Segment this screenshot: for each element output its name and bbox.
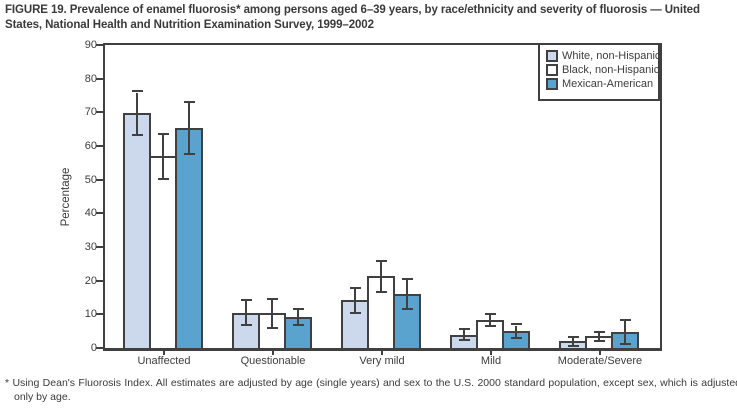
y-tick	[96, 347, 103, 349]
x-tick	[163, 351, 165, 355]
x-category-label: Very mild	[359, 355, 405, 367]
x-category-label: Moderate/Severe	[557, 355, 643, 367]
x-tick	[599, 351, 601, 355]
y-tick-label: 0	[90, 342, 97, 354]
y-tick	[96, 178, 103, 181]
error-bar-cap-top	[458, 328, 470, 330]
y-tick	[96, 111, 103, 114]
bar	[123, 113, 151, 348]
error-bar	[136, 93, 138, 134]
x-tick	[490, 351, 492, 355]
error-bar-cap-top	[510, 323, 522, 325]
error-bar-cap-top	[401, 278, 413, 280]
footnote: * Using Dean's Fluorosis Index. All esti…	[5, 377, 737, 403]
error-bar	[354, 289, 356, 312]
error-bar-cap-top	[349, 287, 361, 289]
legend-swatch	[546, 78, 558, 90]
y-tick-label: 90	[84, 39, 97, 51]
bar	[149, 156, 177, 348]
bar	[175, 128, 203, 348]
legend-label: Mexican-American	[562, 78, 654, 90]
error-bar-cap-top	[292, 308, 304, 310]
error-bar-cap-bottom	[510, 337, 522, 339]
y-tick	[96, 212, 103, 215]
error-bar-cap-bottom	[375, 291, 387, 293]
error-bar-cap-bottom	[131, 134, 143, 136]
error-bar	[489, 315, 491, 325]
error-bar-cap-top	[157, 133, 169, 135]
legend-swatch	[546, 64, 558, 76]
y-tick-label: 60	[84, 140, 97, 152]
error-bar-cap-bottom	[240, 324, 252, 326]
error-bar-cap-bottom	[567, 345, 579, 347]
y-tick	[96, 145, 103, 147]
error-bar-cap-bottom	[292, 324, 304, 326]
error-bar	[463, 330, 465, 339]
error-bar	[245, 301, 247, 324]
legend-label: White, non-Hispanic	[562, 50, 661, 62]
error-bar	[188, 102, 190, 153]
y-tick-label: 40	[84, 207, 97, 220]
legend-item: White, non-Hispanic	[546, 50, 661, 62]
x-tick	[381, 351, 383, 355]
y-tick-label: 50	[84, 173, 97, 186]
y-tick-label: 10	[84, 308, 97, 321]
error-bar-cap-top	[375, 260, 387, 262]
error-bar-cap-bottom	[183, 153, 195, 155]
error-bar-cap-top	[240, 299, 252, 301]
x-category-label: Unaffected	[137, 355, 191, 367]
legend-item: Black, non-Hispanic	[546, 64, 660, 76]
legend: White, non-Hispanic Black, non-Hispanic Me…	[538, 43, 660, 101]
x-category-label: Questionable	[240, 355, 306, 367]
error-bar-cap-top	[567, 336, 579, 338]
y-tick-label: 20	[84, 274, 97, 287]
error-bar-cap-bottom	[349, 312, 361, 314]
error-bar-cap-bottom	[484, 325, 496, 327]
error-bar-cap-bottom	[157, 178, 169, 180]
y-tick	[96, 246, 103, 248]
legend-swatch	[546, 50, 558, 62]
error-bar	[380, 262, 382, 291]
y-tick	[96, 77, 103, 80]
y-tick-label: 80	[84, 72, 97, 85]
error-bar-cap-top	[619, 319, 631, 321]
y-tick	[96, 279, 103, 282]
legend-label: Black, non-Hispanic	[562, 64, 660, 76]
y-tick	[96, 44, 103, 46]
legend-item: Mexican-American	[546, 78, 658, 90]
error-bar-cap-bottom	[401, 308, 413, 310]
error-bar	[297, 310, 299, 324]
error-bar	[406, 280, 408, 308]
error-bar-cap-top	[593, 331, 605, 333]
y-tick-label: 70	[84, 106, 97, 119]
error-bar-cap-top	[266, 298, 278, 300]
error-bar-cap-bottom	[619, 343, 631, 345]
error-bar	[598, 332, 600, 340]
error-bar	[515, 326, 517, 337]
figure-title: FIGURE 19. Prevalence of enamel fluorosi…	[5, 4, 700, 32]
error-bar	[624, 320, 626, 343]
x-category-label: Mild	[480, 355, 502, 367]
error-bar	[572, 338, 574, 345]
error-bar-cap-bottom	[266, 327, 278, 329]
x-tick	[272, 351, 274, 355]
error-bar	[271, 299, 273, 327]
error-bar-cap-bottom	[593, 340, 605, 342]
error-bar-cap-top	[131, 90, 143, 92]
error-bar-cap-top	[183, 101, 195, 103]
y-tick	[96, 313, 103, 316]
error-bar-cap-top	[484, 313, 496, 315]
error-bar-cap-bottom	[458, 339, 470, 341]
y-tick-label: 30	[84, 241, 97, 253]
error-bar	[162, 135, 164, 178]
